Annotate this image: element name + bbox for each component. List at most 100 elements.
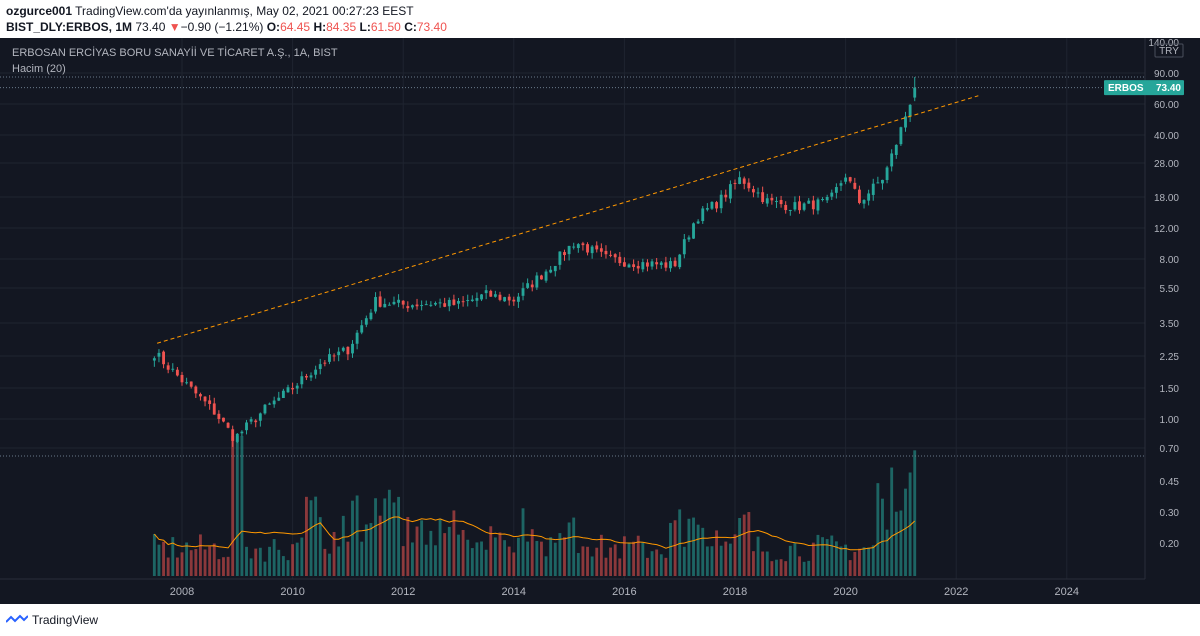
candle-body	[281, 390, 285, 398]
volume-bar	[696, 524, 700, 576]
volume-bar	[881, 498, 884, 576]
candle-body	[867, 193, 871, 201]
volume-bar	[516, 537, 520, 576]
trendline[interactable]	[156, 95, 979, 344]
volume-bar	[834, 541, 838, 576]
volume-bar	[899, 510, 903, 576]
volume-bar	[383, 498, 387, 576]
volume-bar	[291, 544, 295, 576]
price-axis[interactable]: 140.0090.0060.0040.0028.0018.0012.008.00…	[1148, 38, 1179, 550]
volume-bar	[341, 515, 345, 576]
volume-bar	[572, 517, 576, 576]
price-tick-label: 0.20	[1160, 539, 1180, 550]
currency-label: TRY	[1159, 46, 1179, 57]
price-tick-label: 0.70	[1160, 444, 1180, 455]
candle-body	[387, 304, 391, 306]
publisher-info: TradingView.com'da yayınlanmış, May 02, …	[72, 4, 414, 18]
candle-body	[632, 264, 636, 268]
volume-bar	[438, 518, 442, 576]
symbol-label[interactable]: BIST_DLY:ERBOS, 1M	[6, 20, 133, 34]
candle-body	[226, 422, 230, 428]
volume-bar	[765, 551, 769, 576]
volume-bar	[194, 549, 198, 576]
candle-body	[655, 262, 659, 265]
candle-body	[461, 301, 465, 303]
candle-body	[756, 192, 760, 194]
volume-bar	[447, 526, 451, 576]
volume-bar	[185, 542, 189, 576]
candle-body	[268, 403, 271, 405]
candle-body	[470, 299, 474, 301]
candle-body	[715, 202, 718, 209]
volume-bar	[715, 530, 718, 576]
close-value: 73.40	[416, 20, 447, 34]
candle-body	[309, 375, 313, 378]
price-tick-label: 12.00	[1154, 224, 1179, 235]
volume-bar	[705, 546, 709, 576]
candle-body	[894, 144, 898, 155]
time-tick-label: 2012	[391, 586, 415, 598]
candle-body	[457, 300, 460, 304]
candle-body	[295, 385, 299, 389]
candle-body	[175, 369, 179, 376]
chart-area[interactable]: ERBOSAN ERCİYAS BORU SANAYİİ VE TİCARET …	[0, 38, 1200, 604]
candle-body	[622, 262, 626, 267]
candle-body	[636, 265, 640, 269]
candle-body	[351, 343, 354, 354]
candle-body	[802, 203, 806, 210]
candle-body	[641, 262, 645, 270]
candle-body	[913, 87, 917, 98]
volume-bar	[798, 556, 801, 576]
candle-body	[659, 262, 663, 265]
volume-bar	[830, 535, 834, 576]
candle-body	[687, 237, 691, 240]
volume-bar	[710, 546, 714, 576]
volume-bar	[245, 546, 248, 576]
volume-bar	[323, 548, 327, 576]
volume-bar	[461, 529, 465, 576]
price-axis-bg	[1145, 38, 1200, 604]
volume-bars	[152, 436, 917, 576]
candle-body	[286, 387, 290, 393]
candle-body	[705, 208, 709, 210]
badge-symbol: ERBOS	[1108, 83, 1144, 94]
high-label: H:	[313, 20, 327, 34]
chart-svg[interactable]: ERBOSAN ERCİYAS BORU SANAYİİ VE TİCARET …	[0, 38, 1200, 604]
volume-bar	[415, 526, 419, 576]
time-tick-label: 2020	[833, 586, 857, 598]
open-value: 64.45	[280, 20, 311, 34]
candle-body	[664, 262, 668, 268]
volume-bar	[752, 551, 755, 576]
candle-body	[346, 346, 350, 355]
candle-body	[212, 403, 216, 415]
chart-title: ERBOSAN ERCİYAS BORU SANAYİİ VE TİCARET …	[12, 46, 338, 59]
candle-body	[881, 179, 884, 184]
candle-body	[512, 299, 516, 302]
candle-body	[452, 299, 456, 305]
time-axis[interactable]: 2008 2010 2012 2014 2016 2018 2020 2022 2024	[170, 586, 1079, 598]
candle-body	[558, 251, 562, 265]
volume-bar	[821, 537, 824, 576]
brand-logo[interactable]: TradingView	[6, 613, 98, 627]
candle-body	[779, 199, 783, 205]
volume-bar	[724, 541, 728, 576]
volume-bar	[908, 472, 912, 576]
volume-bar	[632, 541, 636, 576]
volume-bar	[586, 546, 589, 576]
volume-legend: Hacim (20)	[12, 63, 66, 75]
candle-body	[544, 271, 548, 281]
candle-body	[724, 194, 728, 198]
publisher-name[interactable]: ozgurce001	[6, 4, 73, 18]
volume-bar	[249, 558, 253, 576]
volume-bar	[397, 496, 401, 576]
volume-bar	[521, 508, 525, 576]
candle-body	[484, 290, 488, 294]
change-value: −0.90 (−1.21%)	[180, 20, 264, 34]
candle-body	[263, 404, 267, 414]
volume-bar	[263, 561, 267, 576]
candle-body	[277, 397, 281, 401]
candle-body	[862, 200, 866, 204]
volume-bar	[443, 533, 447, 576]
volume-bar	[318, 517, 322, 576]
candle-body	[530, 284, 534, 288]
